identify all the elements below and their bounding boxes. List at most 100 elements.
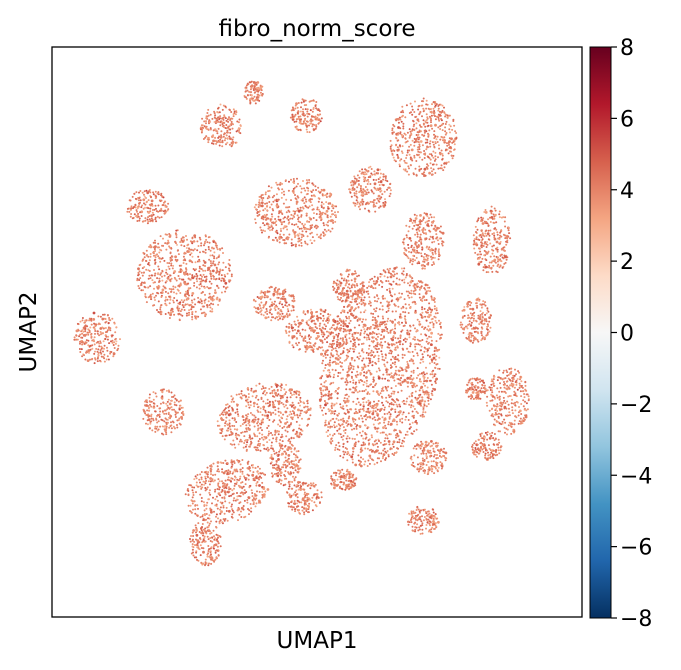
data-point: [414, 521, 417, 524]
data-point: [471, 307, 475, 311]
data-point: [91, 347, 94, 350]
data-point: [410, 521, 413, 524]
data-point: [415, 428, 418, 431]
data-point: [356, 391, 359, 394]
data-point: [261, 493, 264, 496]
data-point: [473, 397, 476, 400]
data-point: [412, 529, 415, 532]
data-point: [346, 420, 349, 422]
data-point: [330, 475, 333, 478]
data-point: [197, 485, 200, 488]
data-point: [354, 422, 357, 425]
data-point: [231, 508, 234, 511]
data-point: [340, 487, 343, 490]
data-point: [418, 296, 421, 299]
data-point: [210, 298, 213, 301]
data-point: [191, 489, 194, 492]
data-point: [422, 375, 425, 378]
data-point: [324, 352, 326, 355]
data-point: [484, 388, 487, 391]
data-point: [358, 357, 360, 360]
data-point: [195, 273, 198, 275]
data-point: [247, 396, 250, 399]
data-point: [279, 397, 282, 400]
data-point: [334, 390, 337, 393]
data-point: [239, 495, 242, 498]
data-point: [471, 383, 474, 386]
data-point: [404, 303, 407, 306]
data-point: [223, 483, 226, 485]
data-point: [264, 490, 267, 493]
data-point: [291, 508, 294, 511]
data-point: [414, 528, 417, 531]
data-point: [400, 389, 403, 392]
data-point: [498, 398, 501, 401]
data-point: [249, 469, 252, 472]
data-point: [290, 487, 293, 490]
data-point: [423, 380, 426, 383]
data-point: [396, 272, 398, 275]
data-point: [201, 526, 203, 528]
data-point: [361, 444, 364, 447]
data-point: [360, 343, 363, 345]
data-point: [352, 417, 355, 420]
data-point: [261, 385, 264, 388]
data-point: [418, 526, 421, 529]
data-point: [222, 252, 224, 254]
data-point: [232, 439, 235, 442]
data-point: [413, 300, 416, 303]
data-point: [344, 447, 347, 449]
data-point: [383, 406, 386, 409]
data-point: [221, 411, 224, 414]
data-point: [299, 412, 302, 415]
data-point: [302, 401, 305, 404]
data-point: [196, 542, 199, 545]
data-point: [212, 303, 215, 306]
data-point: [421, 463, 424, 466]
data-point: [494, 450, 497, 453]
data-point: [247, 508, 249, 510]
data-point: [370, 312, 373, 315]
data-point: [287, 481, 290, 484]
data-point: [191, 548, 194, 551]
data-point: [201, 275, 203, 278]
data-point: [476, 393, 480, 397]
data-point: [243, 435, 246, 438]
data-point: [191, 545, 194, 548]
data-point: [337, 355, 340, 357]
data-point: [431, 360, 434, 363]
data-point: [325, 374, 328, 376]
data-point: [219, 508, 221, 511]
data-point: [369, 301, 372, 304]
data-point: [169, 298, 172, 301]
data-point: [507, 395, 510, 398]
data-point: [359, 311, 362, 314]
data-point: [485, 449, 488, 452]
data-point: [208, 483, 211, 486]
data-point: [523, 396, 526, 399]
data-point: [277, 401, 281, 405]
data-point: [252, 401, 256, 405]
data-point: [361, 390, 364, 393]
data-point: [93, 340, 95, 343]
data-point: [255, 497, 258, 500]
data-point: [94, 325, 97, 328]
data-point: [475, 397, 478, 400]
data-point: [486, 323, 489, 326]
data-point: [254, 390, 257, 393]
data-point: [208, 530, 211, 533]
data-point: [108, 342, 111, 345]
data-point: [251, 413, 254, 416]
data-point: [233, 462, 236, 464]
data-point: [102, 340, 105, 343]
data-point: [279, 385, 282, 388]
data-point: [391, 338, 394, 342]
data-point: [205, 488, 208, 491]
data-point: [419, 323, 422, 326]
data-point: [376, 343, 379, 346]
data-point: [301, 509, 304, 512]
data-point: [367, 285, 370, 288]
data-point: [435, 307, 438, 310]
data-point: [473, 311, 476, 314]
data-point: [338, 427, 341, 430]
